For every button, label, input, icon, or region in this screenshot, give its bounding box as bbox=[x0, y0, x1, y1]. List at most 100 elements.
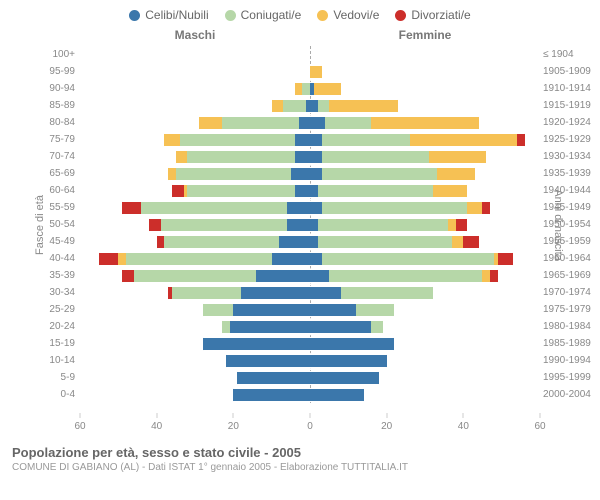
birth-label: 1995-1999 bbox=[543, 372, 598, 383]
bar-segment bbox=[172, 286, 241, 300]
birth-label: 1970-1974 bbox=[543, 287, 598, 298]
bar-segment bbox=[310, 269, 329, 283]
age-row: 50-541950-1954 bbox=[80, 216, 540, 233]
birth-label: 1960-1964 bbox=[543, 253, 598, 264]
age-row: 70-741930-1934 bbox=[80, 148, 540, 165]
female-bar bbox=[310, 235, 540, 249]
bar-segment bbox=[122, 201, 141, 215]
age-row: 0-42000-2004 bbox=[80, 386, 540, 403]
female-bar bbox=[310, 150, 540, 164]
age-row: 40-441960-1964 bbox=[80, 250, 540, 267]
population-pyramid-chart: Celibi/NubiliConiugati/eVedovi/eDivorzia… bbox=[0, 0, 600, 479]
female-bar bbox=[310, 320, 540, 334]
plot-area: Fasce di età Anni di nascita 100+≤ 19049… bbox=[0, 46, 600, 403]
age-row: 45-491955-1959 bbox=[80, 233, 540, 250]
age-label: 10-14 bbox=[25, 355, 75, 366]
age-row: 90-941910-1914 bbox=[80, 80, 540, 97]
bar-segment bbox=[310, 337, 394, 351]
female-bar bbox=[310, 184, 540, 198]
birth-label: ≤ 1904 bbox=[543, 49, 598, 60]
age-label: 95-99 bbox=[25, 66, 75, 77]
bar-segment bbox=[295, 150, 310, 164]
bar-segment bbox=[456, 218, 468, 232]
bar-segment bbox=[176, 150, 188, 164]
bar-segment bbox=[433, 184, 468, 198]
bar-segment bbox=[134, 269, 257, 283]
age-row: 85-891915-1919 bbox=[80, 97, 540, 114]
bar-segment bbox=[467, 201, 482, 215]
male-bar bbox=[80, 133, 310, 147]
male-bar bbox=[80, 201, 310, 215]
age-row: 15-191985-1989 bbox=[80, 335, 540, 352]
bar-segment bbox=[203, 337, 310, 351]
bar-segment bbox=[230, 320, 311, 334]
female-bar bbox=[310, 201, 540, 215]
birth-label: 1905-1909 bbox=[543, 66, 598, 77]
bar-segment bbox=[126, 252, 272, 266]
male-bar bbox=[80, 371, 310, 385]
legend-item: Divorziati/e bbox=[395, 8, 470, 22]
birth-label: 1930-1934 bbox=[543, 151, 598, 162]
bar-segment bbox=[99, 252, 118, 266]
bar-segment bbox=[283, 99, 306, 113]
birth-label: 1990-1994 bbox=[543, 355, 598, 366]
bar-segment bbox=[310, 133, 322, 147]
bar-segment bbox=[161, 218, 288, 232]
bar-segment bbox=[222, 116, 299, 130]
legend-item: Vedovi/e bbox=[317, 8, 379, 22]
male-bar bbox=[80, 99, 310, 113]
female-bar bbox=[310, 218, 540, 232]
bar-segment bbox=[318, 99, 330, 113]
bar-segment bbox=[272, 99, 284, 113]
bar-segment bbox=[295, 184, 310, 198]
bar-segment bbox=[437, 167, 475, 181]
bar-segment bbox=[310, 167, 322, 181]
bar-segment bbox=[203, 303, 234, 317]
female-bar bbox=[310, 65, 540, 79]
bar-segment bbox=[310, 252, 322, 266]
bar-segment bbox=[149, 218, 161, 232]
female-bar bbox=[310, 269, 540, 283]
female-bar bbox=[310, 133, 540, 147]
x-tick: 60 bbox=[74, 421, 85, 432]
male-bar bbox=[80, 218, 310, 232]
bar-segment bbox=[172, 184, 184, 198]
birth-label: 1965-1969 bbox=[543, 270, 598, 281]
male-bar bbox=[80, 116, 310, 130]
bar-segment bbox=[157, 235, 165, 249]
bar-segment bbox=[291, 167, 310, 181]
male-bar bbox=[80, 354, 310, 368]
male-bar bbox=[80, 65, 310, 79]
legend-label: Vedovi/e bbox=[333, 8, 379, 22]
bar-segment bbox=[322, 150, 429, 164]
legend-swatch bbox=[129, 10, 140, 21]
chart-subtitle: COMUNE DI GABIANO (AL) - Dati ISTAT 1° g… bbox=[12, 460, 600, 473]
age-label: 70-74 bbox=[25, 151, 75, 162]
bar-segment bbox=[310, 303, 356, 317]
age-row: 30-341970-1974 bbox=[80, 284, 540, 301]
bar-segment bbox=[318, 235, 452, 249]
bar-segment bbox=[463, 235, 478, 249]
birth-label: 1915-1919 bbox=[543, 100, 598, 111]
bar-segment bbox=[199, 116, 222, 130]
male-bar bbox=[80, 48, 310, 62]
age-label: 35-39 bbox=[25, 270, 75, 281]
header-female: Femmine bbox=[310, 28, 540, 42]
bar-segment bbox=[310, 235, 318, 249]
age-row: 100+≤ 1904 bbox=[80, 46, 540, 63]
age-label: 55-59 bbox=[25, 202, 75, 213]
age-label: 0-4 bbox=[25, 389, 75, 400]
age-label: 15-19 bbox=[25, 338, 75, 349]
bar-segment bbox=[233, 388, 310, 402]
bar-segment bbox=[482, 201, 490, 215]
birth-label: 1920-1924 bbox=[543, 117, 598, 128]
legend-swatch bbox=[395, 10, 406, 21]
male-bar bbox=[80, 286, 310, 300]
x-tick: 0 bbox=[307, 421, 313, 432]
age-row: 60-641940-1944 bbox=[80, 182, 540, 199]
bar-segment bbox=[452, 235, 464, 249]
bar-segment bbox=[310, 65, 322, 79]
bar-segment bbox=[176, 167, 291, 181]
bar-segment bbox=[310, 99, 318, 113]
bar-segment bbox=[241, 286, 310, 300]
